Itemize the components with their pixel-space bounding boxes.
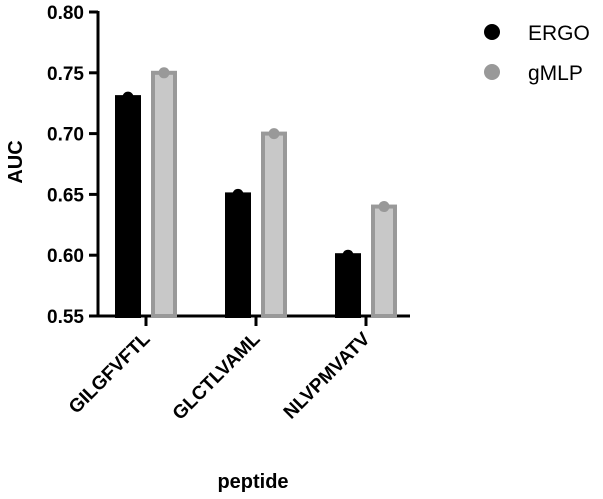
x-tick-label: GILGFVFTL (65, 328, 155, 418)
y-tick-label: 0.60 (47, 246, 84, 267)
y-tick-label: 0.75 (47, 64, 84, 85)
data-point-ergo-gilgfvftl (122, 91, 134, 103)
data-point-gmlp-nlvpmvatv (378, 201, 390, 213)
y-axis-title: AUC (5, 140, 27, 183)
bar-gmlp-glctlvaml (261, 131, 287, 318)
y-tick-label: 0.55 (47, 307, 84, 328)
data-point-ergo-glctlvaml (232, 188, 244, 200)
x-tick-label: NLVPMVATV (280, 328, 375, 423)
bar-ergo-glctlvaml (225, 192, 251, 318)
x-axis-title: peptide (217, 471, 288, 493)
legend: ERGO gMLP (484, 22, 590, 85)
bar-ergo-nlvpmvatv (335, 253, 361, 318)
x-tick-label: GLCTLVAML (169, 328, 265, 424)
data-point-gmlp-gilgfvftl (158, 67, 170, 79)
tick-labels: 0.55 0.60 0.65 0.70 0.75 0.80 GILGFVFTL GLCTLVA… (47, 3, 375, 424)
data-point-gmlp-glctlvaml (268, 128, 280, 140)
bar-ergo-gilgfvftl (115, 95, 141, 319)
y-tick-label: 0.70 (47, 125, 84, 146)
bars (115, 67, 397, 319)
legend-marker-gmlp (484, 64, 500, 80)
legend-marker-ergo (484, 24, 500, 40)
bar-gmlp-gilgfvftl (151, 70, 177, 318)
y-tick-label: 0.80 (47, 3, 84, 24)
bar-gmlp-nlvpmvatv (371, 204, 397, 318)
y-tick-label: 0.65 (47, 185, 84, 206)
data-point-ergo-nlvpmvatv (342, 249, 354, 261)
legend-label-ergo: ERGO (528, 22, 590, 45)
legend-label-gmlp: gMLP (528, 62, 583, 85)
